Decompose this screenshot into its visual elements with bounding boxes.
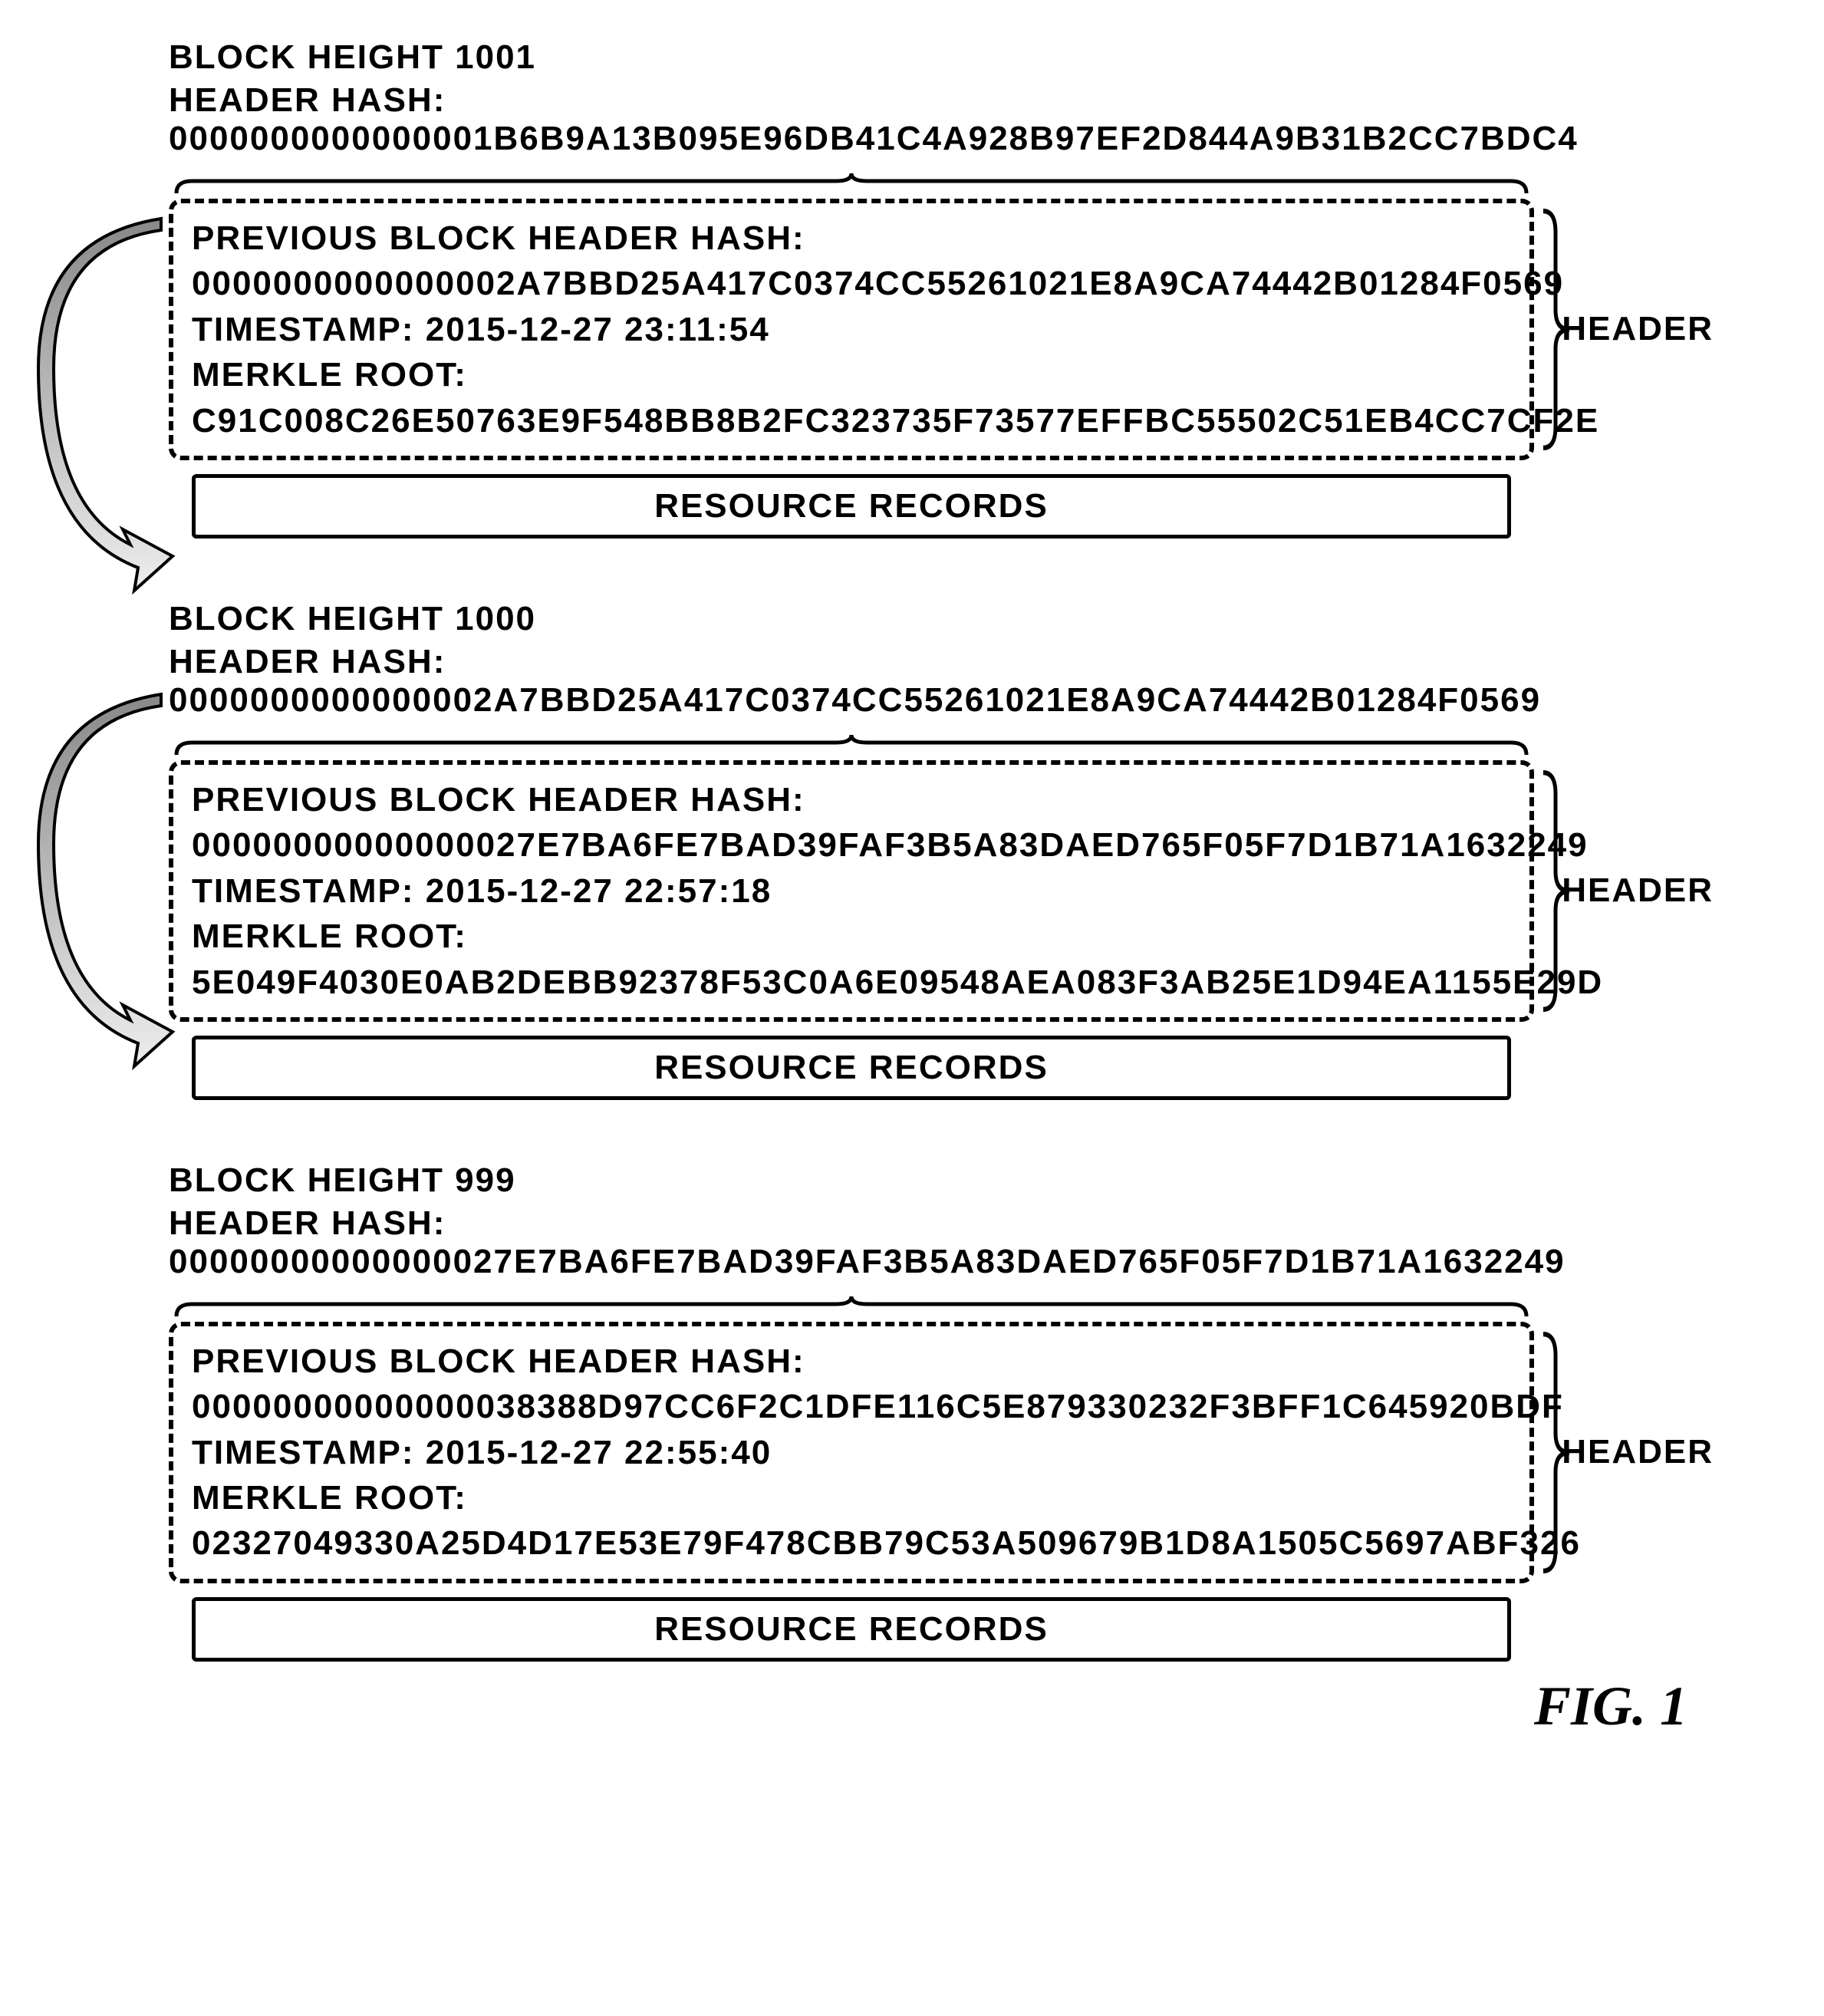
header-hash-value: 00000000000000027E7BA6FE7BAD39FAF3B5A83D… [169, 1243, 1566, 1280]
figure-label: FIG. 1 [1534, 1675, 1687, 1738]
resource-records-box: RESOURCE RECORDS [192, 1597, 1511, 1662]
timestamp-prefix: TIMESTAMP: [192, 1434, 415, 1471]
timestamp-prefix: TIMESTAMP: [192, 311, 415, 348]
merkle-value: C91C008C26E50763E9F548BB8B2FC323735F7357… [192, 402, 1599, 440]
header-side-label: HEADER [1562, 1433, 1714, 1471]
block-title: BLOCK HEIGHT 999 HEADER HASH: 0000000000… [169, 1161, 1824, 1281]
header-side-label: HEADER [1562, 310, 1714, 348]
header-hash-value: 0000000000000002A7BBD25A417C0374CC552610… [169, 681, 1541, 719]
block-height-prefix: BLOCK HEIGHT [169, 38, 444, 76]
prev-hash-value: 00000000000000038388D97CC6F2C1DFE116C5E8… [192, 1384, 1511, 1429]
timestamp-value: 2015-12-27 22:55:40 [426, 1434, 772, 1471]
resource-records-box: RESOURCE RECORDS [192, 1036, 1511, 1100]
merkle-line: MERKLE ROOT: 5E049F4030E0AB2DEBB92378F53… [192, 914, 1511, 1005]
blockchain-diagram: BLOCK HEIGHT 1001 HEADER HASH: 000000000… [138, 38, 1824, 1662]
block-height-value: 1001 [455, 38, 536, 76]
timestamp-line: TIMESTAMP: 2015-12-27 22:55:40 [192, 1430, 1511, 1475]
header-hash-value: 0000000000000001B6B9A13B095E96DB41C4A928… [169, 120, 1579, 157]
timestamp-prefix: TIMESTAMP: [192, 872, 415, 910]
merkle-value: 5E049F4030E0AB2DEBB92378F53C0A6E09548AEA… [192, 964, 1603, 1001]
block-height-label: BLOCK HEIGHT 1001 [169, 38, 1824, 77]
block-height-prefix: BLOCK HEIGHT [169, 600, 444, 637]
timestamp-line: TIMESTAMP: 2015-12-27 22:57:18 [192, 868, 1511, 914]
merkle-line: MERKLE ROOT: C91C008C26E50763E9F548BB8B2… [192, 352, 1511, 443]
block-1000: BLOCK HEIGHT 1000 HEADER HASH: 000000000… [138, 600, 1824, 1100]
top-brace-icon [169, 733, 1534, 756]
header-hash-prefix: HEADER HASH: [169, 1204, 446, 1242]
timestamp-value: 2015-12-27 22:57:18 [426, 872, 772, 910]
block-height-label: BLOCK HEIGHT 999 [169, 1161, 1824, 1200]
top-brace-icon [169, 172, 1534, 195]
block-999: BLOCK HEIGHT 999 HEADER HASH: 0000000000… [138, 1161, 1824, 1662]
merkle-prefix: MERKLE ROOT: [192, 1479, 467, 1517]
block-title: BLOCK HEIGHT 1001 HEADER HASH: 000000000… [169, 38, 1824, 158]
prev-hash-label: PREVIOUS BLOCK HEADER HASH: [192, 216, 1511, 261]
header-box: PREVIOUS BLOCK HEADER HASH: 000000000000… [169, 760, 1534, 1022]
timestamp-line: TIMESTAMP: 2015-12-27 23:11:54 [192, 307, 1511, 352]
prev-hash-label: PREVIOUS BLOCK HEADER HASH: [192, 1339, 1511, 1384]
chain-arrow-icon [23, 215, 176, 598]
block-height-prefix: BLOCK HEIGHT [169, 1161, 444, 1199]
resource-records-box: RESOURCE RECORDS [192, 474, 1511, 539]
block-height-value: 1000 [455, 600, 536, 637]
block-height-value: 999 [455, 1161, 515, 1199]
header-hash-prefix: HEADER HASH: [169, 643, 446, 680]
block-height-label: BLOCK HEIGHT 1000 [169, 600, 1824, 638]
header-side-label: HEADER [1562, 871, 1714, 910]
chain-arrow-icon [23, 690, 176, 1074]
header-hash-line: HEADER HASH: 0000000000000002A7BBD25A417… [169, 643, 1824, 720]
block-1001: BLOCK HEIGHT 1001 HEADER HASH: 000000000… [138, 38, 1824, 539]
header-hash-prefix: HEADER HASH: [169, 81, 446, 119]
merkle-prefix: MERKLE ROOT: [192, 356, 467, 394]
block-title: BLOCK HEIGHT 1000 HEADER HASH: 000000000… [169, 600, 1824, 720]
prev-hash-label: PREVIOUS BLOCK HEADER HASH: [192, 777, 1511, 822]
prev-hash-value: 00000000000000027E7BA6FE7BAD39FAF3B5A83D… [192, 822, 1511, 868]
prev-hash-value: 0000000000000002A7BBD25A417C0374CC552610… [192, 261, 1511, 306]
merkle-line: MERKLE ROOT: 02327049330A25D4D17E53E79F4… [192, 1475, 1511, 1566]
merkle-prefix: MERKLE ROOT: [192, 917, 467, 955]
header-box: PREVIOUS BLOCK HEADER HASH: 000000000000… [169, 199, 1534, 460]
header-box: PREVIOUS BLOCK HEADER HASH: 000000000000… [169, 1322, 1534, 1583]
top-brace-icon [169, 1295, 1534, 1318]
header-hash-line: HEADER HASH: 00000000000000027E7BA6FE7BA… [169, 1204, 1824, 1281]
header-hash-line: HEADER HASH: 0000000000000001B6B9A13B095… [169, 81, 1824, 158]
merkle-value: 02327049330A25D4D17E53E79F478CBB79C53A50… [192, 1524, 1581, 1562]
timestamp-value: 2015-12-27 23:11:54 [426, 311, 770, 348]
